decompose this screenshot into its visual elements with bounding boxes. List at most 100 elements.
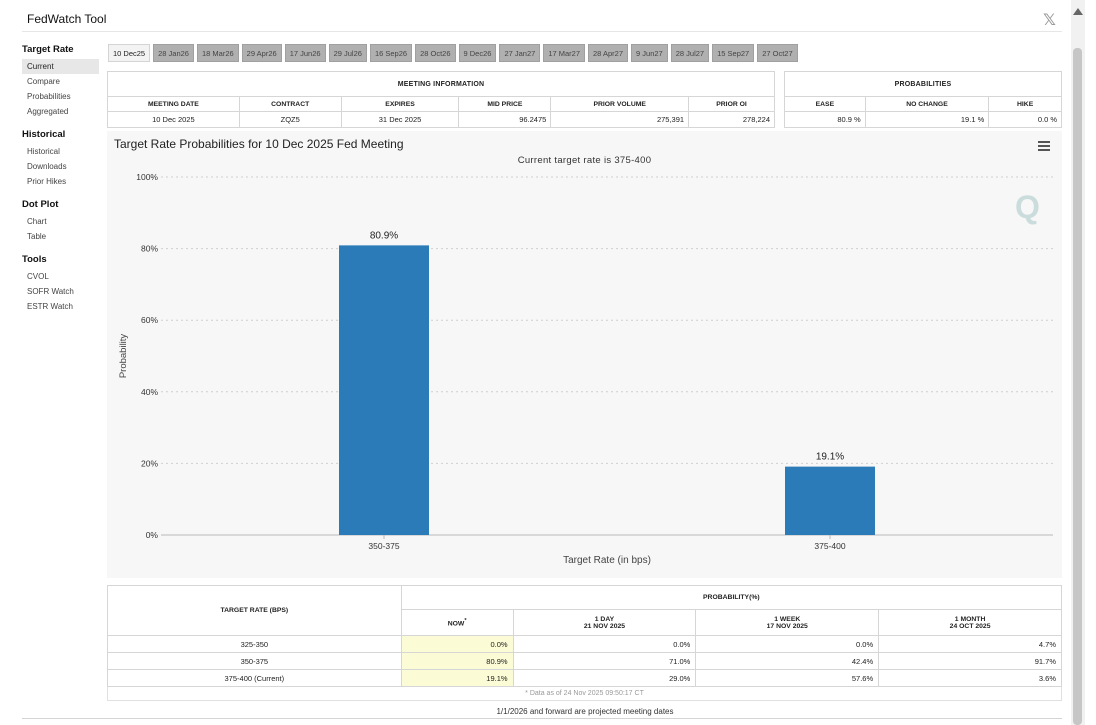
column-header: NO CHANGE bbox=[864, 96, 990, 112]
sidebar-item-sofr-watch[interactable]: SOFR Watch bbox=[27, 287, 74, 296]
target-rate-header: TARGET RATE (BPS) bbox=[107, 585, 402, 636]
rate-cell: 350-375 bbox=[107, 652, 402, 670]
y-tick-label: 20% bbox=[141, 458, 158, 468]
tab-meeting-date[interactable]: 29 Jul26 bbox=[328, 44, 367, 62]
sidebar-heading-tools: Tools bbox=[22, 254, 47, 265]
title-divider bbox=[22, 31, 1062, 32]
chart-subtitle: Current target rate is 375-400 bbox=[517, 155, 652, 166]
sidebar-item-probabilities[interactable]: Probabilities bbox=[27, 92, 71, 101]
one-month-cell: 91.7% bbox=[878, 652, 1062, 670]
meeting-info-heading: MEETING INFORMATION bbox=[107, 71, 775, 97]
meeting-info-table: MEETING INFORMATION MEETING DATE CONTRAC… bbox=[107, 71, 775, 128]
tab-meeting-date[interactable]: 17 Mar27 bbox=[543, 44, 585, 62]
hamburger-icon[interactable] bbox=[1038, 141, 1050, 151]
column-header: HIKE bbox=[988, 96, 1062, 112]
one-day-cell: 29.0% bbox=[512, 669, 697, 687]
probabilities-table: PROBABILITIES EASE NO CHANGE HIKE 80.9 %… bbox=[784, 71, 1062, 128]
one-month-cell: 4.7% bbox=[878, 635, 1062, 653]
one-day-label: 1 DAY bbox=[594, 615, 615, 623]
one-week-label: 1 WEEK bbox=[774, 615, 801, 623]
meeting-date-value: 10 Dec 2025 bbox=[107, 111, 240, 128]
sidebar-heading-target-rate: Target Rate bbox=[22, 44, 74, 55]
bar bbox=[785, 466, 875, 535]
y-tick-label: 0% bbox=[146, 530, 159, 540]
sidebar-item-downloads[interactable]: Downloads bbox=[27, 162, 67, 171]
sidebar-item-chart[interactable]: Chart bbox=[27, 217, 47, 226]
tab-meeting-date[interactable]: 15 Sep27 bbox=[712, 44, 755, 62]
tab-meeting-date[interactable]: 28 Jul27 bbox=[670, 44, 710, 62]
scroll-thumb[interactable] bbox=[1073, 48, 1082, 725]
y-tick-label: 100% bbox=[136, 172, 158, 182]
one-day-cell: 0.0% bbox=[512, 635, 697, 653]
sidebar-item-compare[interactable]: Compare bbox=[27, 77, 60, 86]
data-label: 19.1% bbox=[816, 452, 844, 463]
x-tick-label: 375-400 bbox=[814, 541, 845, 551]
one-month-header: 1 MONTH 24 OCT 2025 bbox=[878, 609, 1062, 636]
table-row: 350-375 80.9% 71.0% 42.4% 91.7% bbox=[107, 652, 1062, 670]
target-rate-table: TARGET RATE (BPS) PROBABILITY(%) NOW* 1 … bbox=[107, 585, 1063, 701]
x-logo-icon[interactable]: 𝕏 bbox=[1043, 12, 1056, 29]
rate-cell: 375-400 (Current) bbox=[107, 669, 402, 687]
tab-meeting-date[interactable]: 17 Jun26 bbox=[284, 44, 326, 62]
prior-oi-value: 278,224 bbox=[688, 111, 775, 128]
table-row: 375-400 (Current) 19.1% 29.0% 57.6% 3.6% bbox=[107, 669, 1062, 687]
chart-title: Target Rate Probabilities for 10 Dec 202… bbox=[114, 137, 404, 151]
one-day-cell: 71.0% bbox=[512, 652, 697, 670]
one-week-cell: 0.0% bbox=[695, 635, 880, 653]
tab-meeting-date[interactable]: 10 Dec25 bbox=[108, 44, 151, 62]
one-day-header: 1 DAY 21 NOV 2025 bbox=[512, 609, 697, 636]
tab-meeting-date[interactable]: 28 Apr27 bbox=[588, 44, 629, 62]
tab-meeting-date[interactable]: 27 Oct27 bbox=[757, 44, 798, 62]
column-header: EASE bbox=[784, 96, 866, 112]
projected-dates-note: 1/1/2026 and forward are projected meeti… bbox=[496, 707, 674, 716]
probability-chart: 0% 20% 40% 60% 80% 100% 80.9% 350-375 19.1% 375-4… bbox=[107, 131, 1062, 578]
data-label: 80.9% bbox=[370, 230, 398, 241]
now-header: NOW* bbox=[400, 609, 514, 636]
column-header: PRIOR OI bbox=[688, 96, 775, 112]
column-header: MID PRICE bbox=[458, 96, 552, 112]
no-change-value: 19.1 % bbox=[864, 111, 990, 128]
probability-header: PROBABILITY(%) bbox=[400, 585, 1063, 610]
tab-meeting-date[interactable]: 9 Jun27 bbox=[631, 44, 668, 62]
chart-canvas: 0% 20% 40% 60% 80% 100% 80.9% 350-375 19.1% 375-4… bbox=[118, 172, 1053, 566]
mid-price-value: 96.2475 bbox=[458, 111, 552, 128]
one-week-header: 1 WEEK 17 NOV 2025 bbox=[695, 609, 880, 636]
sidebar-item-aggregated[interactable]: Aggregated bbox=[27, 107, 69, 116]
one-month-label: 1 MONTH bbox=[954, 615, 986, 623]
sidebar-item-estr-watch[interactable]: ESTR Watch bbox=[27, 302, 73, 311]
tab-meeting-date[interactable]: 16 Sep26 bbox=[369, 44, 413, 62]
now-header-label: NOW bbox=[447, 620, 465, 628]
footer-divider bbox=[22, 718, 1062, 719]
y-tick-label: 80% bbox=[141, 244, 158, 254]
one-month-date: 24 OCT 2025 bbox=[949, 622, 991, 630]
prior-volume-value: 275,391 bbox=[550, 111, 690, 128]
hike-value: 0.0 % bbox=[988, 111, 1062, 128]
x-axis-title: Target Rate (in bps) bbox=[563, 555, 651, 566]
column-header: PRIOR VOLUME bbox=[550, 96, 690, 112]
tab-meeting-date[interactable]: 18 Mar26 bbox=[196, 44, 239, 62]
tab-meeting-date[interactable]: 28 Jan26 bbox=[153, 44, 194, 62]
sidebar-item-table[interactable]: Table bbox=[27, 232, 47, 241]
tab-meeting-date[interactable]: 28 Oct26 bbox=[415, 44, 456, 62]
now-cell: 80.9% bbox=[400, 652, 514, 670]
y-tick-label: 60% bbox=[141, 315, 158, 325]
tab-meeting-date[interactable]: 27 Jan27 bbox=[499, 44, 541, 62]
sidebar-item-prior-hikes[interactable]: Prior Hikes bbox=[27, 177, 67, 186]
tab-meeting-date[interactable]: 9 Dec26 bbox=[458, 44, 497, 62]
watermark-logo: Q bbox=[1015, 189, 1040, 225]
column-header: EXPIRES bbox=[340, 96, 460, 112]
sidebar-heading-dot-plot: Dot Plot bbox=[22, 199, 59, 210]
scroll-up-arrow-icon[interactable] bbox=[1073, 8, 1083, 15]
data-as-of-note: * Data as of 24 Nov 2025 09:50:17 CT bbox=[107, 686, 1062, 701]
column-header: CONTRACT bbox=[238, 96, 342, 112]
tab-meeting-date[interactable]: 29 Apr26 bbox=[241, 44, 282, 62]
column-header: MEETING DATE bbox=[107, 96, 240, 112]
sidebar-heading-historical: Historical bbox=[22, 129, 66, 140]
bar bbox=[339, 245, 429, 535]
sidebar-item-historical[interactable]: Historical bbox=[27, 147, 60, 156]
contract-value: ZQZ5 bbox=[238, 111, 342, 128]
one-week-cell: 42.4% bbox=[695, 652, 880, 670]
sidebar-item-cvol[interactable]: CVOL bbox=[27, 272, 49, 281]
sidebar-item-current[interactable]: Current bbox=[22, 59, 99, 74]
